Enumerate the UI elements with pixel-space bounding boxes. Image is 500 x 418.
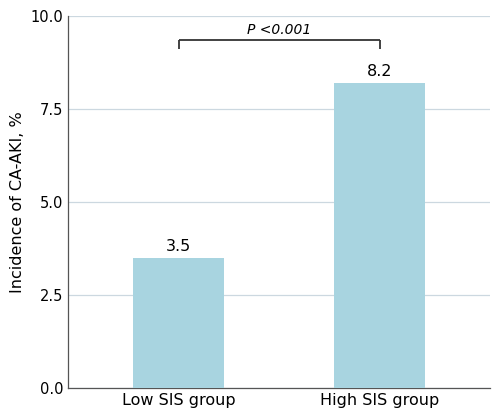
Text: 8.2: 8.2 <box>367 64 392 79</box>
Bar <box>134 258 224 388</box>
Y-axis label: Incidence of CA-AKI, %: Incidence of CA-AKI, % <box>10 111 24 293</box>
Bar <box>334 83 425 388</box>
Text: P <0.001: P <0.001 <box>247 23 311 37</box>
Text: 3.5: 3.5 <box>166 239 191 254</box>
